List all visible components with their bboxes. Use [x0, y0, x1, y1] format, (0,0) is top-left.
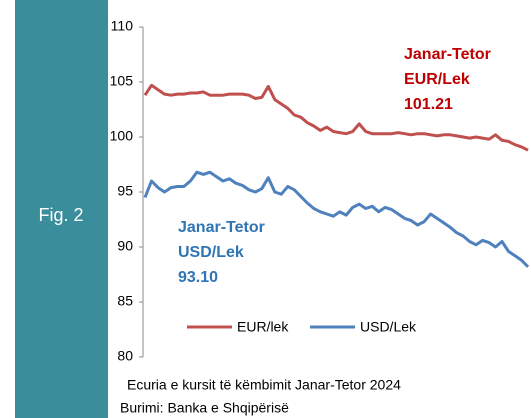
annotation: EUR/Lek	[404, 71, 470, 88]
y-tick-label: 105	[110, 73, 134, 89]
y-tick-label: 90	[117, 238, 133, 254]
y-tick-label: 110	[111, 18, 134, 34]
annotation: Janar-Tetor	[404, 46, 491, 63]
legend-label: USD/Lek	[360, 319, 417, 335]
y-tick-label: 95	[117, 183, 133, 199]
annotation: 93.10	[178, 269, 218, 286]
series-line	[143, 170, 530, 268]
side-bar	[15, 0, 108, 418]
annotation: 101.21	[404, 96, 453, 113]
source: Burimi: Banka e Shqipërisë	[120, 400, 289, 416]
figure-label: Fig. 2	[38, 205, 83, 225]
y-tick-label: 100	[110, 128, 134, 144]
caption: Ecuria e kursit të këmbimit Janar-Tetor …	[127, 377, 401, 393]
y-tick-label: 80	[117, 348, 133, 364]
annotation: USD/Lek	[178, 244, 244, 261]
y-tick-label: 85	[117, 293, 133, 309]
legend-label: EUR/lek	[237, 319, 289, 335]
annotation: Janar-Tetor	[178, 219, 265, 236]
series-line	[143, 83, 529, 152]
